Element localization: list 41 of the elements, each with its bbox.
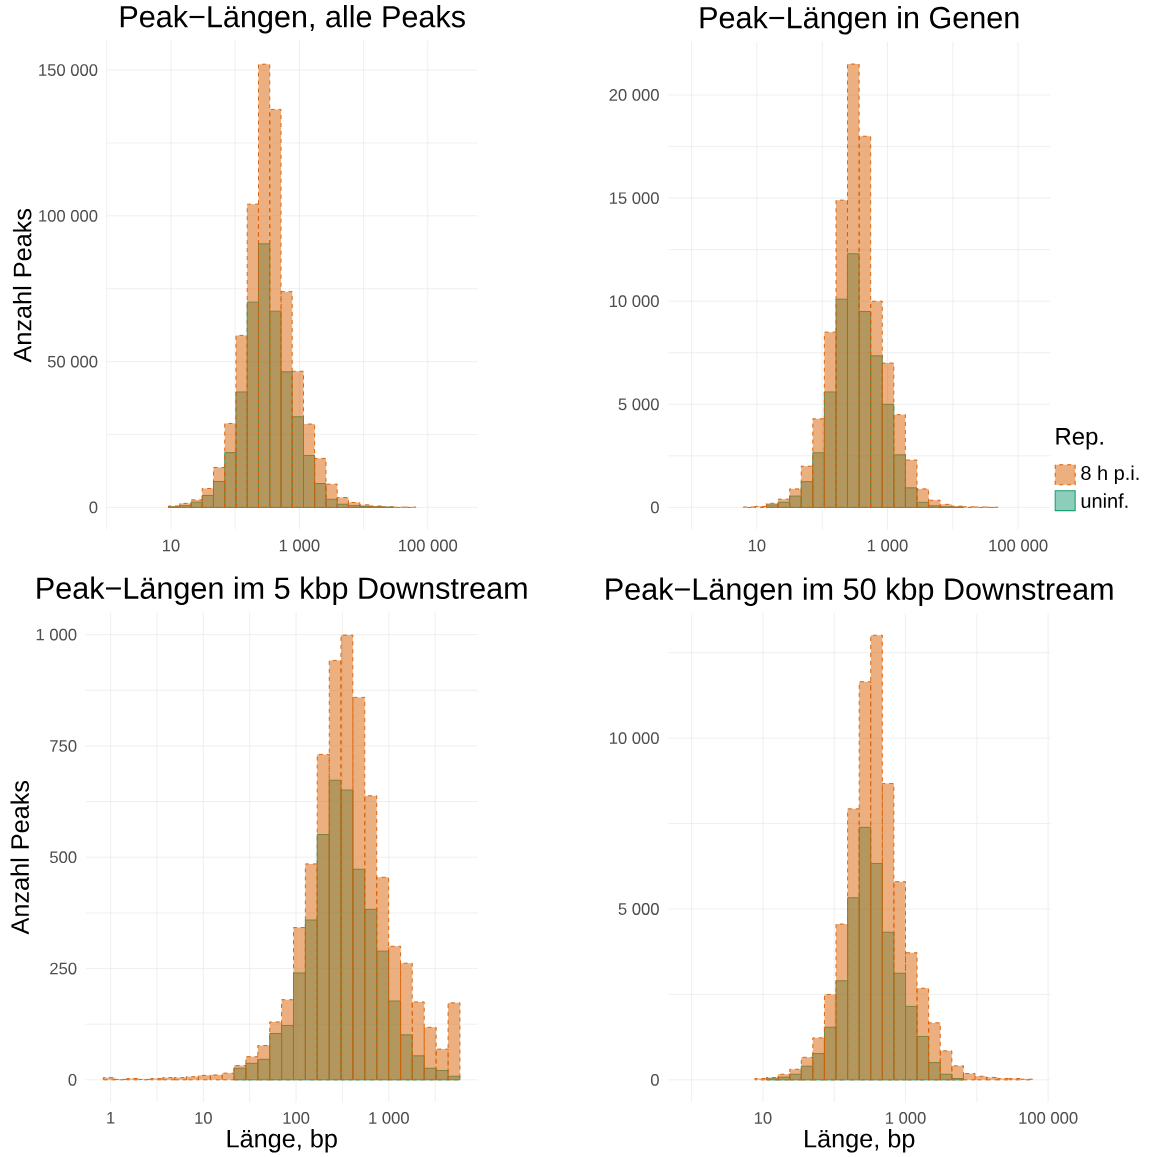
y-tick-label: 10 000 — [609, 295, 659, 308]
x-tick-label: 1 000 — [369, 1112, 409, 1124]
y-tick-label: 0 — [68, 1073, 77, 1086]
chart-title: Peak−Längen in Genen — [700, 6, 1019, 35]
y-tick-label: 20 000 — [609, 89, 659, 101]
chart-title: Peak−Längen im 5 kbp Downstream — [37, 576, 527, 606]
legend-title: Rep. — [1056, 428, 1103, 450]
y-tick-label: 5 000 — [618, 903, 659, 915]
y-tick-label: 10 000 — [609, 732, 659, 744]
y-tick-label: 0 — [89, 501, 98, 514]
y-tick-label: 250 — [50, 962, 77, 975]
y-tick-label: 0 — [650, 1073, 659, 1086]
x-tick-label: 1 000 — [279, 539, 320, 552]
y-tick-label: 0 — [650, 501, 659, 514]
x-axis-title: Länge, bp — [227, 1129, 337, 1153]
chart-title: Peak−Längen im 50 kbp Downstream — [606, 577, 1113, 607]
x-tick-label: 1 000 — [867, 539, 908, 552]
legend-label: uninf. — [1081, 493, 1128, 508]
x-tick-label: 10 — [748, 539, 766, 552]
y-tick-label: 15 000 — [609, 192, 659, 204]
y-tick-label: 500 — [50, 851, 77, 864]
y-tick-label: 100 000 — [39, 209, 98, 222]
x-tick-label: 100 000 — [1019, 1112, 1078, 1124]
x-tick-label: 10 — [162, 539, 180, 552]
y-tick-label: 5 000 — [618, 398, 659, 411]
y-axis-title: Anzahl Peaks — [12, 208, 32, 363]
y-tick-label: 50 000 — [47, 355, 98, 368]
x-axis-title: Länge, bp — [805, 1129, 915, 1153]
x-tick-label: 100 — [283, 1112, 310, 1124]
y-tick-label: 1 000 — [36, 628, 77, 641]
x-tick-label: 1 — [107, 1112, 115, 1124]
x-tick-label: 1 000 — [886, 1112, 926, 1124]
y-tick-label: 750 — [50, 740, 77, 752]
x-tick-label: 100 000 — [989, 539, 1048, 552]
legend-label: 8 h p.i. — [1081, 465, 1139, 485]
x-tick-label: 100 000 — [399, 539, 458, 552]
y-tick-label: 150 000 — [39, 64, 98, 76]
x-tick-label: 10 — [754, 1112, 772, 1124]
y-axis-title: Anzahl Peaks — [10, 780, 30, 935]
x-tick-label: 10 — [195, 1112, 212, 1124]
chart-title: Peak−Längen, alle Peaks — [120, 5, 465, 34]
